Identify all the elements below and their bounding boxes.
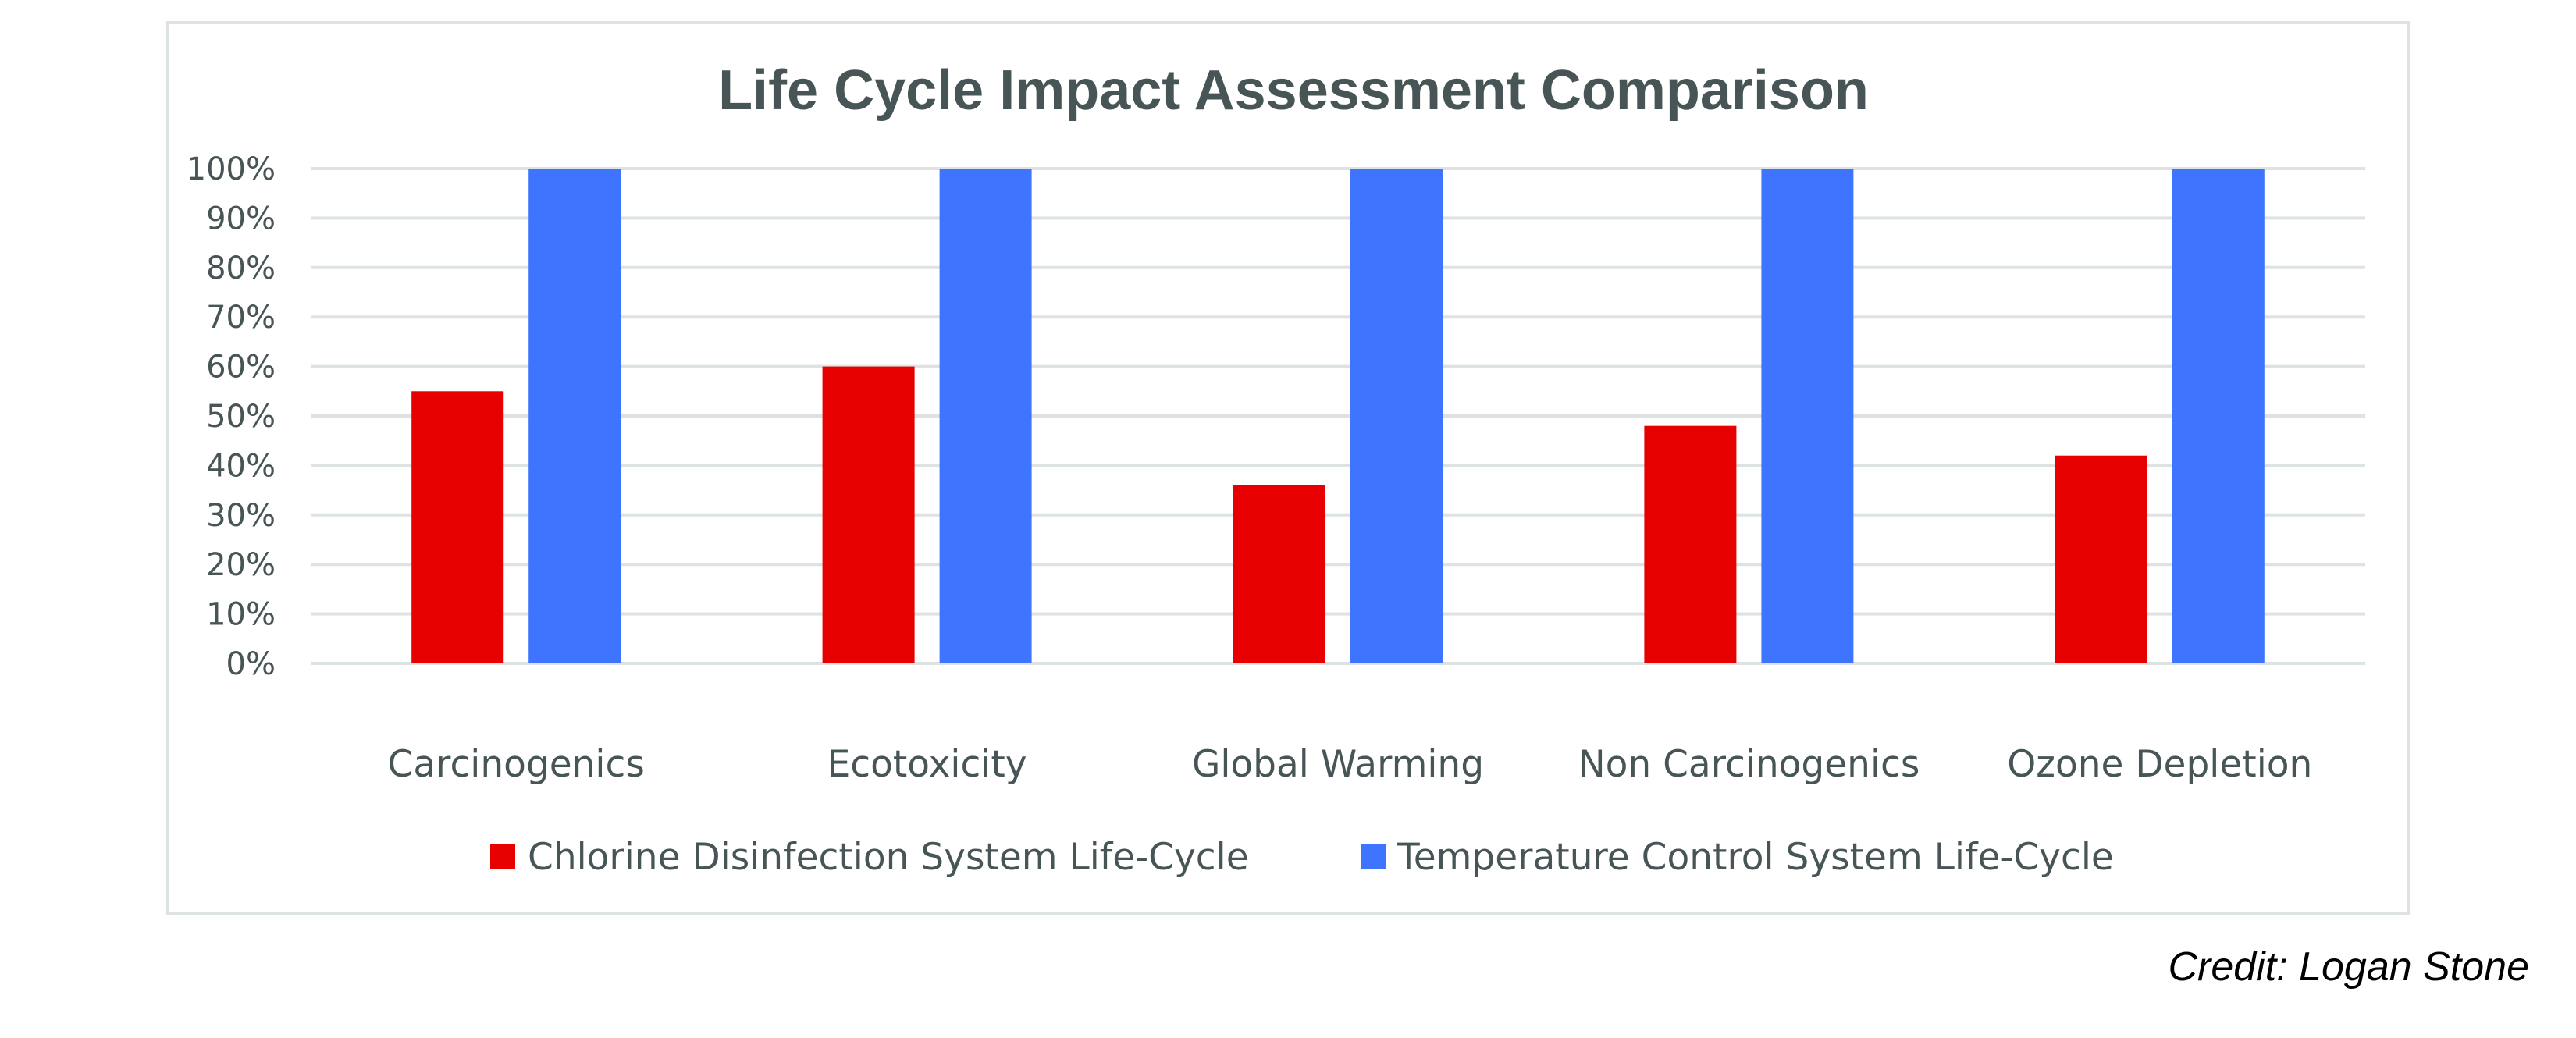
y-tick-label: 20% [206, 547, 276, 583]
x-axis-tick-labels: Carcinogenics Ecotoxicity Global Warming No… [388, 743, 2313, 786]
y-tick-label: 90% [206, 201, 276, 236]
y-tick-label: 40% [206, 448, 276, 484]
y-tick-label: 30% [206, 498, 276, 534]
x-tick-label: Non Carcinogenics [1578, 743, 1920, 786]
legend-item: Temperature Control System Life-Cycle [1361, 836, 2114, 879]
y-tick-label: 60% [206, 350, 276, 386]
x-tick-label: Ecotoxicity [827, 743, 1027, 786]
legend-label: Temperature Control System Life-Cycle [1397, 836, 2114, 879]
bar-chlorine-ozone-depletion [2055, 455, 2147, 663]
bar-temperature-ecotoxicity [939, 169, 1032, 663]
chart-title: Life Cycle Impact Assessment Comparison [718, 59, 1869, 122]
y-tick-label: 100% [187, 151, 276, 187]
y-tick-label: 80% [206, 251, 276, 286]
y-tick-label: 10% [206, 597, 276, 633]
y-axis-tick-labels: 0% 10% 20% 30% 40% 50% 60% 70% 80% 90% 100% [187, 151, 276, 682]
x-tick-label: Global Warming [1192, 743, 1484, 786]
bars [411, 169, 2265, 663]
bar-chlorine-carcinogenics [411, 391, 504, 663]
legend-swatch [490, 844, 515, 869]
y-tick-label: 0% [226, 646, 276, 682]
credit-text: Credit: Logan Stone [2168, 944, 2529, 990]
bar-chlorine-ecotoxicity [822, 366, 915, 663]
gridlines [311, 167, 2365, 665]
y-tick-label: 50% [206, 399, 276, 435]
legend-swatch [1361, 844, 1386, 869]
legend-label: Chlorine Disinfection System Life-Cycle [528, 836, 1249, 879]
bar-chlorine-non-carcinogenics [1644, 425, 1737, 663]
y-tick-label: 70% [206, 300, 276, 336]
x-tick-label: Ozone Depletion [2007, 743, 2312, 786]
bar-chlorine-global-warming [1233, 485, 1325, 663]
bar-temperature-global-warming [1350, 169, 1443, 663]
legend-item: Chlorine Disinfection System Life-Cycle [490, 836, 1249, 879]
bar-temperature-carcinogenics [528, 169, 621, 663]
legend: Chlorine Disinfection System Life-Cycle T… [490, 836, 2114, 879]
bar-temperature-non-carcinogenics [1761, 169, 1854, 663]
x-tick-label: Carcinogenics [388, 743, 645, 786]
bar-temperature-ozone-depletion [2172, 169, 2265, 663]
